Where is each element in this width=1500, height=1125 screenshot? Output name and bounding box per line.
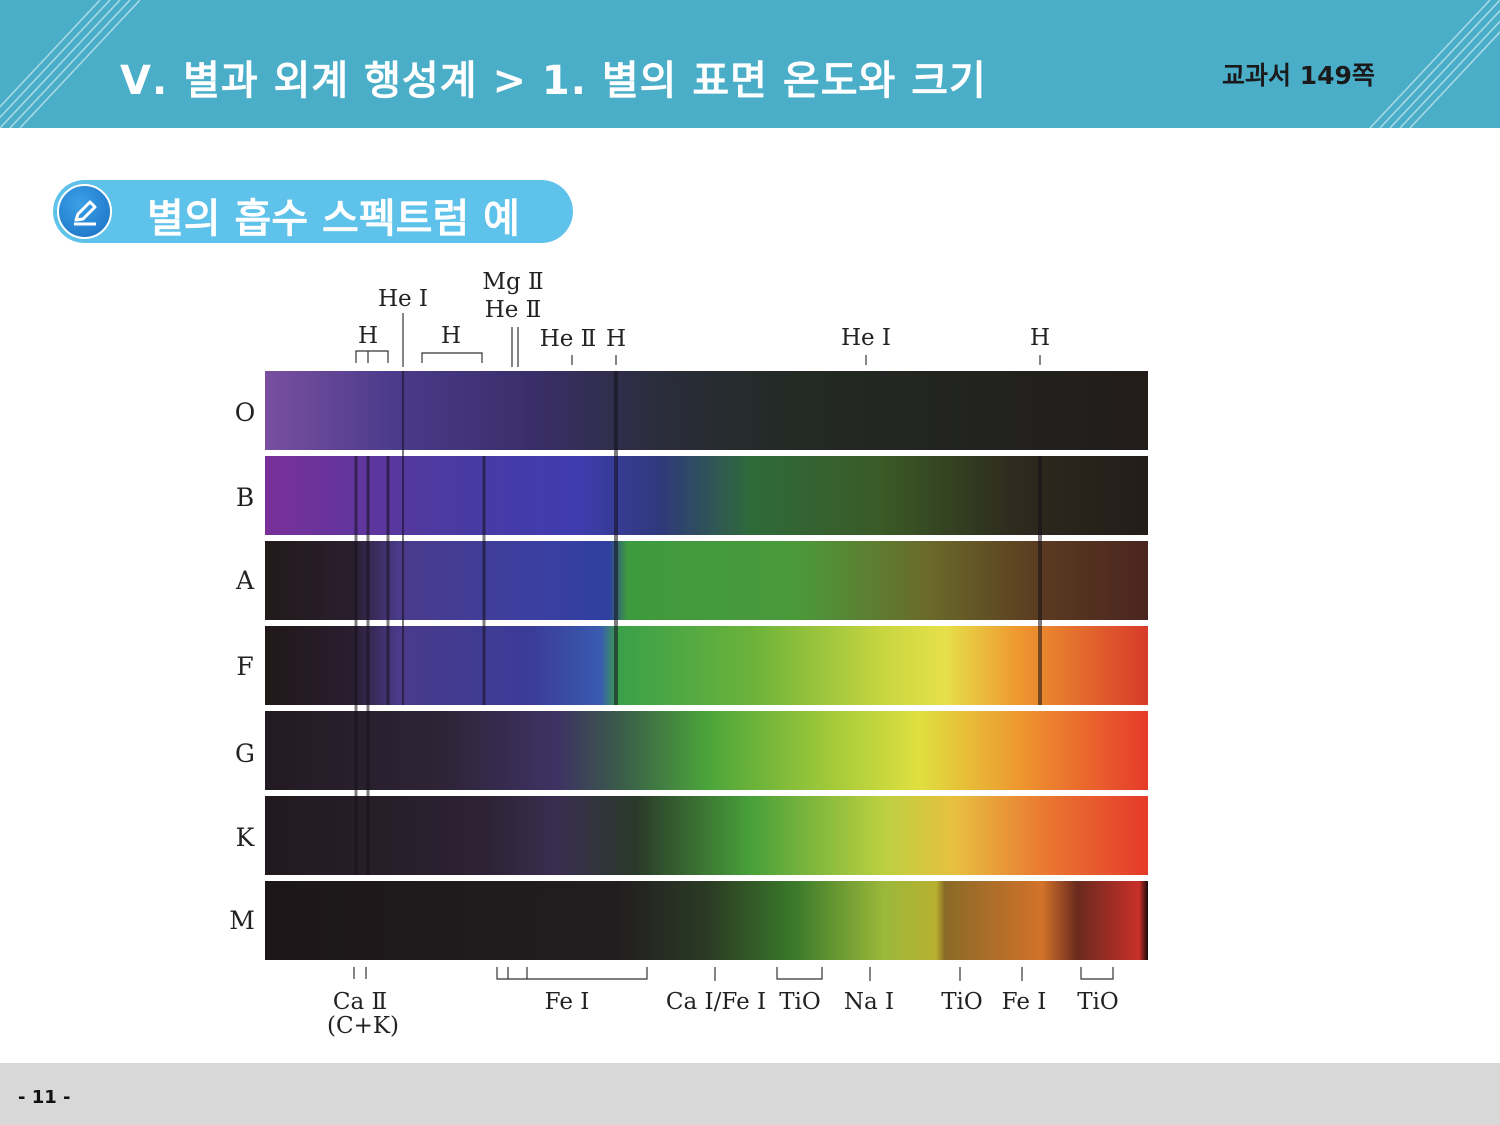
label-h-1: H [358,323,378,349]
page-number: - 11 - [18,1087,71,1108]
label-h-4: H [1030,325,1050,351]
section-heading: 별의 흡수 스펙트럼 예 [53,180,573,243]
class-label-f: F [236,652,253,681]
spectrum-band-o [265,371,1148,450]
label-ca1-fe1: Ca Ⅰ/Fe Ⅰ [666,989,766,1015]
spectrum-band-b [265,456,1148,535]
label-tio-a: TiO [779,989,821,1015]
bottom-pointers [353,967,1114,981]
spectrum-band-a [265,541,1148,620]
textbook-page-reference: 교과서 149쪽 [1222,61,1375,90]
class-label-o: O [235,398,256,427]
label-he1-a: He Ⅰ [378,286,428,312]
header-stripes-left [0,0,140,128]
spectrum-band-k [265,796,1148,875]
label-na1: Na Ⅰ [844,989,894,1015]
label-h-3: H [606,326,626,352]
class-label-a: A [235,566,255,595]
label-fe1-b: Fe Ⅰ [1002,989,1047,1015]
header-bar: Ⅴ. 별과 외계 행성계 > 1. 별의 표면 온도와 크기 교과서 149쪽 [0,0,1500,128]
spectrum-band-m [265,881,1148,960]
top-pointers [355,313,1041,367]
spectrum-band-g [265,711,1148,790]
top-line-labels: H He Ⅰ H Mg Ⅱ He Ⅱ He Ⅱ H He Ⅰ H [358,269,1050,352]
label-he2-a: He Ⅱ [485,297,542,323]
spectral-class-labels: O B A F G K M [229,398,255,935]
label-mg2: Mg Ⅱ [482,269,543,295]
class-label-m: M [229,906,255,935]
stellar-absorption-spectra-figure: O B A F G K M H He Ⅰ H Mg Ⅱ He Ⅱ He Ⅱ H … [229,269,1148,1039]
label-he2-b: He Ⅱ [540,326,597,352]
bottom-line-labels: Ca Ⅱ (C+K) Fe Ⅰ Ca Ⅰ/Fe Ⅰ TiO Na Ⅰ TiO F… [327,989,1119,1039]
class-label-b: B [236,483,254,512]
label-tio-b: TiO [941,989,983,1015]
label-c-k: (C+K) [327,1013,399,1039]
pencil-icon [57,184,112,239]
footer-bar: - 11 - [0,1063,1500,1125]
label-h-2: H [441,323,461,349]
spectrum-band-f [265,626,1148,705]
absorption-lines [354,371,1042,875]
page-title: Ⅴ. 별과 외계 행성계 > 1. 별의 표면 온도와 크기 [120,58,987,104]
label-tio-c: TiO [1077,989,1119,1015]
class-label-k: K [236,823,256,852]
spectrum-bands [265,371,1148,960]
label-ca2: Ca Ⅱ [333,989,387,1015]
label-he1-b: He Ⅰ [841,325,891,351]
label-fe1-a: Fe Ⅰ [545,989,590,1015]
section-title: 별의 흡수 스펙트럼 예 [147,196,520,242]
class-label-g: G [235,739,255,768]
header-stripes-right [1369,0,1500,128]
